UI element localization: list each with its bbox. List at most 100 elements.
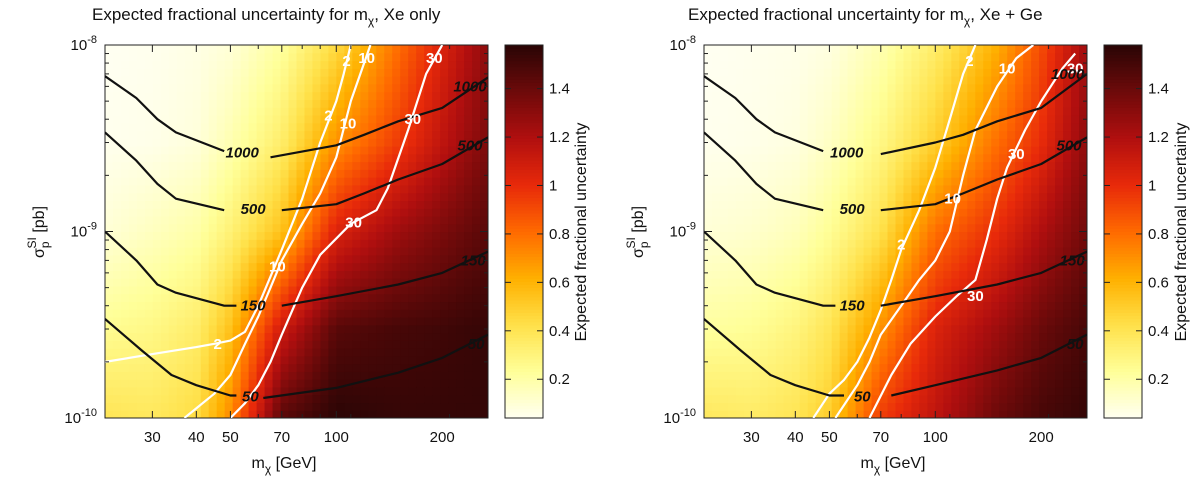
heatmap-cell <box>759 161 769 170</box>
heatmap-cell <box>144 324 154 334</box>
heatmap-cell <box>1015 177 1024 186</box>
heatmap-cell <box>903 208 913 217</box>
heatmap-cell <box>360 340 369 349</box>
heatmap-cell <box>1039 324 1048 334</box>
heatmap-cell <box>168 52 178 62</box>
heatmap-cell <box>384 122 393 132</box>
heatmap-cell <box>791 394 801 404</box>
heatmap-cell <box>991 278 1000 287</box>
heatmap-cell <box>280 386 290 396</box>
heatmap-cell <box>112 394 122 404</box>
heatmap-cell <box>248 262 258 271</box>
heatmap-cell <box>320 76 330 85</box>
heatmap-cell <box>895 153 905 163</box>
heatmap-cell <box>416 254 425 264</box>
heatmap-cell <box>1007 332 1016 341</box>
heatmap-cell <box>1047 231 1056 240</box>
heatmap-cell <box>464 138 473 147</box>
heatmap-cell <box>456 138 465 147</box>
heatmap-cell <box>935 363 944 372</box>
heatmap-cell <box>105 99 114 108</box>
heatmap-cell <box>783 68 793 77</box>
heatmap-cell <box>352 153 361 163</box>
heatmap-cell <box>160 231 170 240</box>
heatmap-cell <box>392 76 401 85</box>
heatmap-cell <box>392 301 401 310</box>
heatmap-cell <box>424 394 433 404</box>
heatmap-cell <box>288 76 298 85</box>
heatmap-cell <box>200 293 210 303</box>
heatmap-cell <box>1055 410 1064 418</box>
heatmap-cell <box>943 278 952 287</box>
heatmap-cell <box>855 363 865 372</box>
heatmap-cell <box>815 76 825 85</box>
heatmap-cell <box>831 293 841 303</box>
colorbar-step <box>505 240 543 245</box>
heatmap-cell <box>224 309 234 318</box>
heatmap-cell <box>791 83 801 93</box>
heatmap-cell <box>975 161 984 170</box>
heatmap-cell <box>232 208 242 217</box>
heatmap-cell <box>1071 99 1080 108</box>
heatmap-cell <box>296 239 306 248</box>
heatmap-cell <box>384 402 393 411</box>
heatmap-cell <box>432 200 441 209</box>
heatmap-cell <box>288 410 298 418</box>
heatmap-cell <box>1047 301 1056 310</box>
heatmap-cell <box>895 184 905 194</box>
heatmap-cell <box>1023 52 1032 62</box>
heatmap-cell <box>911 262 921 271</box>
heatmap-cell <box>344 270 353 279</box>
colorbar-step <box>505 88 543 93</box>
heatmap-cell <box>999 122 1008 132</box>
heatmap-cell <box>839 340 849 349</box>
heatmap-cell <box>424 169 433 178</box>
heatmap-cell <box>424 91 433 100</box>
heatmap-cell <box>120 309 130 318</box>
heatmap-cell <box>392 114 401 124</box>
colorbar-step <box>505 122 543 127</box>
heatmap-cell <box>1055 161 1064 170</box>
heatmap-cell <box>991 262 1000 271</box>
heatmap-cell <box>320 153 330 163</box>
heatmap-cell <box>887 394 897 404</box>
heatmap-cell <box>240 324 250 334</box>
heatmap-cell <box>280 60 290 69</box>
heatmap-cell <box>1039 215 1048 225</box>
heatmap-cell <box>903 410 913 418</box>
heatmap-cell <box>336 363 345 372</box>
heatmap-cell <box>128 371 138 380</box>
heatmap-cell <box>400 309 409 318</box>
heatmap-cell <box>128 394 138 404</box>
heatmap-cell <box>440 138 449 147</box>
heatmap-cell <box>392 262 401 271</box>
heatmap-cell <box>927 184 936 194</box>
heatmap-cell <box>224 386 234 396</box>
heatmap-cell <box>943 394 952 404</box>
heatmap-cell <box>927 161 936 170</box>
heatmap-cell <box>935 91 944 100</box>
heatmap-cell <box>1055 45 1064 54</box>
heatmap-cell <box>384 146 393 155</box>
heatmap-cell <box>360 278 369 287</box>
heatmap-cell <box>408 340 417 349</box>
heatmap-cell <box>1015 45 1024 54</box>
heatmap-cell <box>847 348 857 357</box>
heatmap-cell <box>983 278 992 287</box>
heatmap-cell <box>352 130 361 139</box>
heatmap-cell <box>815 262 825 271</box>
heatmap-cell <box>432 177 441 186</box>
heatmap-cell <box>895 68 905 77</box>
heatmap-cell <box>727 270 737 279</box>
heatmap-cell <box>807 138 817 147</box>
heatmap-cell <box>807 99 817 108</box>
heatmap-cell <box>759 394 769 404</box>
heatmap-cell <box>815 200 825 209</box>
heatmap-cell <box>1007 114 1016 124</box>
contour-label: 1000 <box>830 145 864 162</box>
heatmap-cell <box>751 386 761 396</box>
heatmap-cell <box>240 262 250 271</box>
heatmap-cell <box>975 223 984 233</box>
heatmap-cell <box>440 316 449 326</box>
heatmap-cell <box>783 45 793 54</box>
